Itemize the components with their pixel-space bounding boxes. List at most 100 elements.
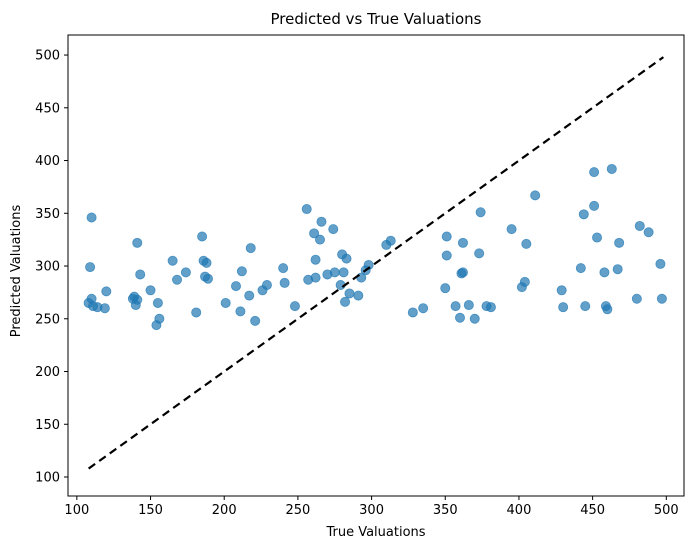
scatter-point [341, 253, 352, 264]
scatter-point [344, 288, 355, 299]
plot-area: 100 150 200 250 300 350 400 450 500 100 150 200 250 3… [35, 34, 685, 518]
scatter-point [310, 254, 321, 265]
scatter-point [441, 250, 452, 261]
scatter-point [575, 263, 586, 274]
scatter-point [328, 224, 339, 235]
x-tick-label: 400 [507, 503, 532, 518]
scatter-point [99, 303, 110, 314]
x-tick-label: 500 [654, 503, 679, 518]
scatter-point [202, 273, 213, 284]
scatter-point [418, 303, 429, 314]
scatter-point [519, 276, 530, 287]
y-axis-label: Predicted Valuations [9, 205, 24, 338]
scatter-point [278, 263, 289, 274]
x-tick-label: 450 [580, 503, 605, 518]
scatter-point [385, 235, 396, 246]
scatter-point [86, 212, 97, 223]
scatter-point [457, 267, 468, 278]
scatter-point [338, 267, 349, 278]
x-tick-label: 200 [212, 503, 237, 518]
scatter-point [197, 231, 208, 242]
scatter-point [580, 301, 591, 312]
scatter-point [589, 167, 600, 178]
scatter-point [230, 281, 241, 292]
scatter-point [353, 290, 364, 301]
scatter-point [521, 238, 532, 249]
x-tick-label: 150 [138, 503, 163, 518]
scatter-point [235, 306, 246, 317]
scatter-point [578, 209, 589, 220]
x-axis-label: True Valuations [325, 525, 425, 540]
scatter-point [154, 313, 165, 324]
x-tick-label: 100 [64, 503, 89, 518]
scatter-point [589, 200, 600, 211]
scatter-point [441, 231, 452, 242]
scatter-point [634, 220, 645, 231]
y-tick-label: 150 [35, 418, 60, 433]
scatter-point [172, 274, 183, 285]
scatter-point [101, 286, 112, 297]
x-tick-label: 350 [433, 503, 458, 518]
scatter-point [250, 315, 261, 326]
scatter-point [612, 264, 623, 275]
scatter-point [556, 285, 567, 296]
reference-line [87, 56, 665, 470]
x-tick-label: 250 [285, 503, 310, 518]
scatter-point [506, 224, 517, 235]
chart-title: Predicted vs True Valuations [271, 10, 482, 28]
scatter-point [475, 207, 486, 218]
scatter-point [656, 293, 667, 304]
scatter-point [599, 267, 610, 278]
scatter-point [454, 312, 465, 323]
plot-frame [67, 34, 685, 497]
scatter-point [220, 297, 231, 308]
scatter-point [85, 262, 96, 273]
scatter-point [474, 248, 485, 259]
scatter-point [643, 227, 654, 238]
y-tick-label: 250 [35, 312, 60, 327]
scatter-point [314, 234, 325, 245]
scatter-point [450, 301, 461, 312]
scatter-point [485, 302, 496, 313]
scatter-point [329, 267, 340, 278]
scatter-point [261, 280, 272, 291]
scatter-point [614, 237, 625, 248]
y-tick-label: 500 [35, 49, 60, 64]
scatter-point [236, 266, 247, 277]
y-tick-label: 300 [35, 260, 60, 275]
scatter-point [279, 277, 290, 288]
scatter-point [440, 283, 451, 294]
scatter-point [363, 259, 374, 270]
scatter-point [602, 304, 613, 315]
scatter-point [457, 237, 468, 248]
scatter-point [316, 216, 327, 227]
scatter-point [310, 272, 321, 283]
scatter-point [606, 163, 617, 174]
y-tick-label: 100 [35, 471, 60, 486]
scatter-point [592, 232, 603, 243]
scatter-point [180, 267, 191, 278]
y-tick-label: 200 [35, 365, 60, 380]
scatter-points [83, 163, 667, 331]
scatter-point [152, 297, 163, 308]
scatter-point [132, 294, 143, 305]
scatter-point [135, 269, 146, 280]
scatter-point [309, 228, 320, 239]
scatter-point [463, 300, 474, 311]
y-tick-label: 350 [35, 207, 60, 222]
y-tick-label: 450 [35, 101, 60, 116]
x-tick-label: 300 [359, 503, 384, 518]
scatter-point [340, 296, 351, 307]
scatter-point [655, 258, 666, 269]
scatter-point [530, 190, 541, 201]
scatter-point [245, 243, 256, 254]
scatter-point [289, 301, 300, 312]
scatter-point [145, 285, 156, 296]
scatter-point [191, 307, 202, 318]
scatter-point [407, 307, 418, 318]
scatter-point [469, 313, 480, 324]
scatter-point [201, 257, 212, 268]
scatter-point [244, 290, 255, 301]
